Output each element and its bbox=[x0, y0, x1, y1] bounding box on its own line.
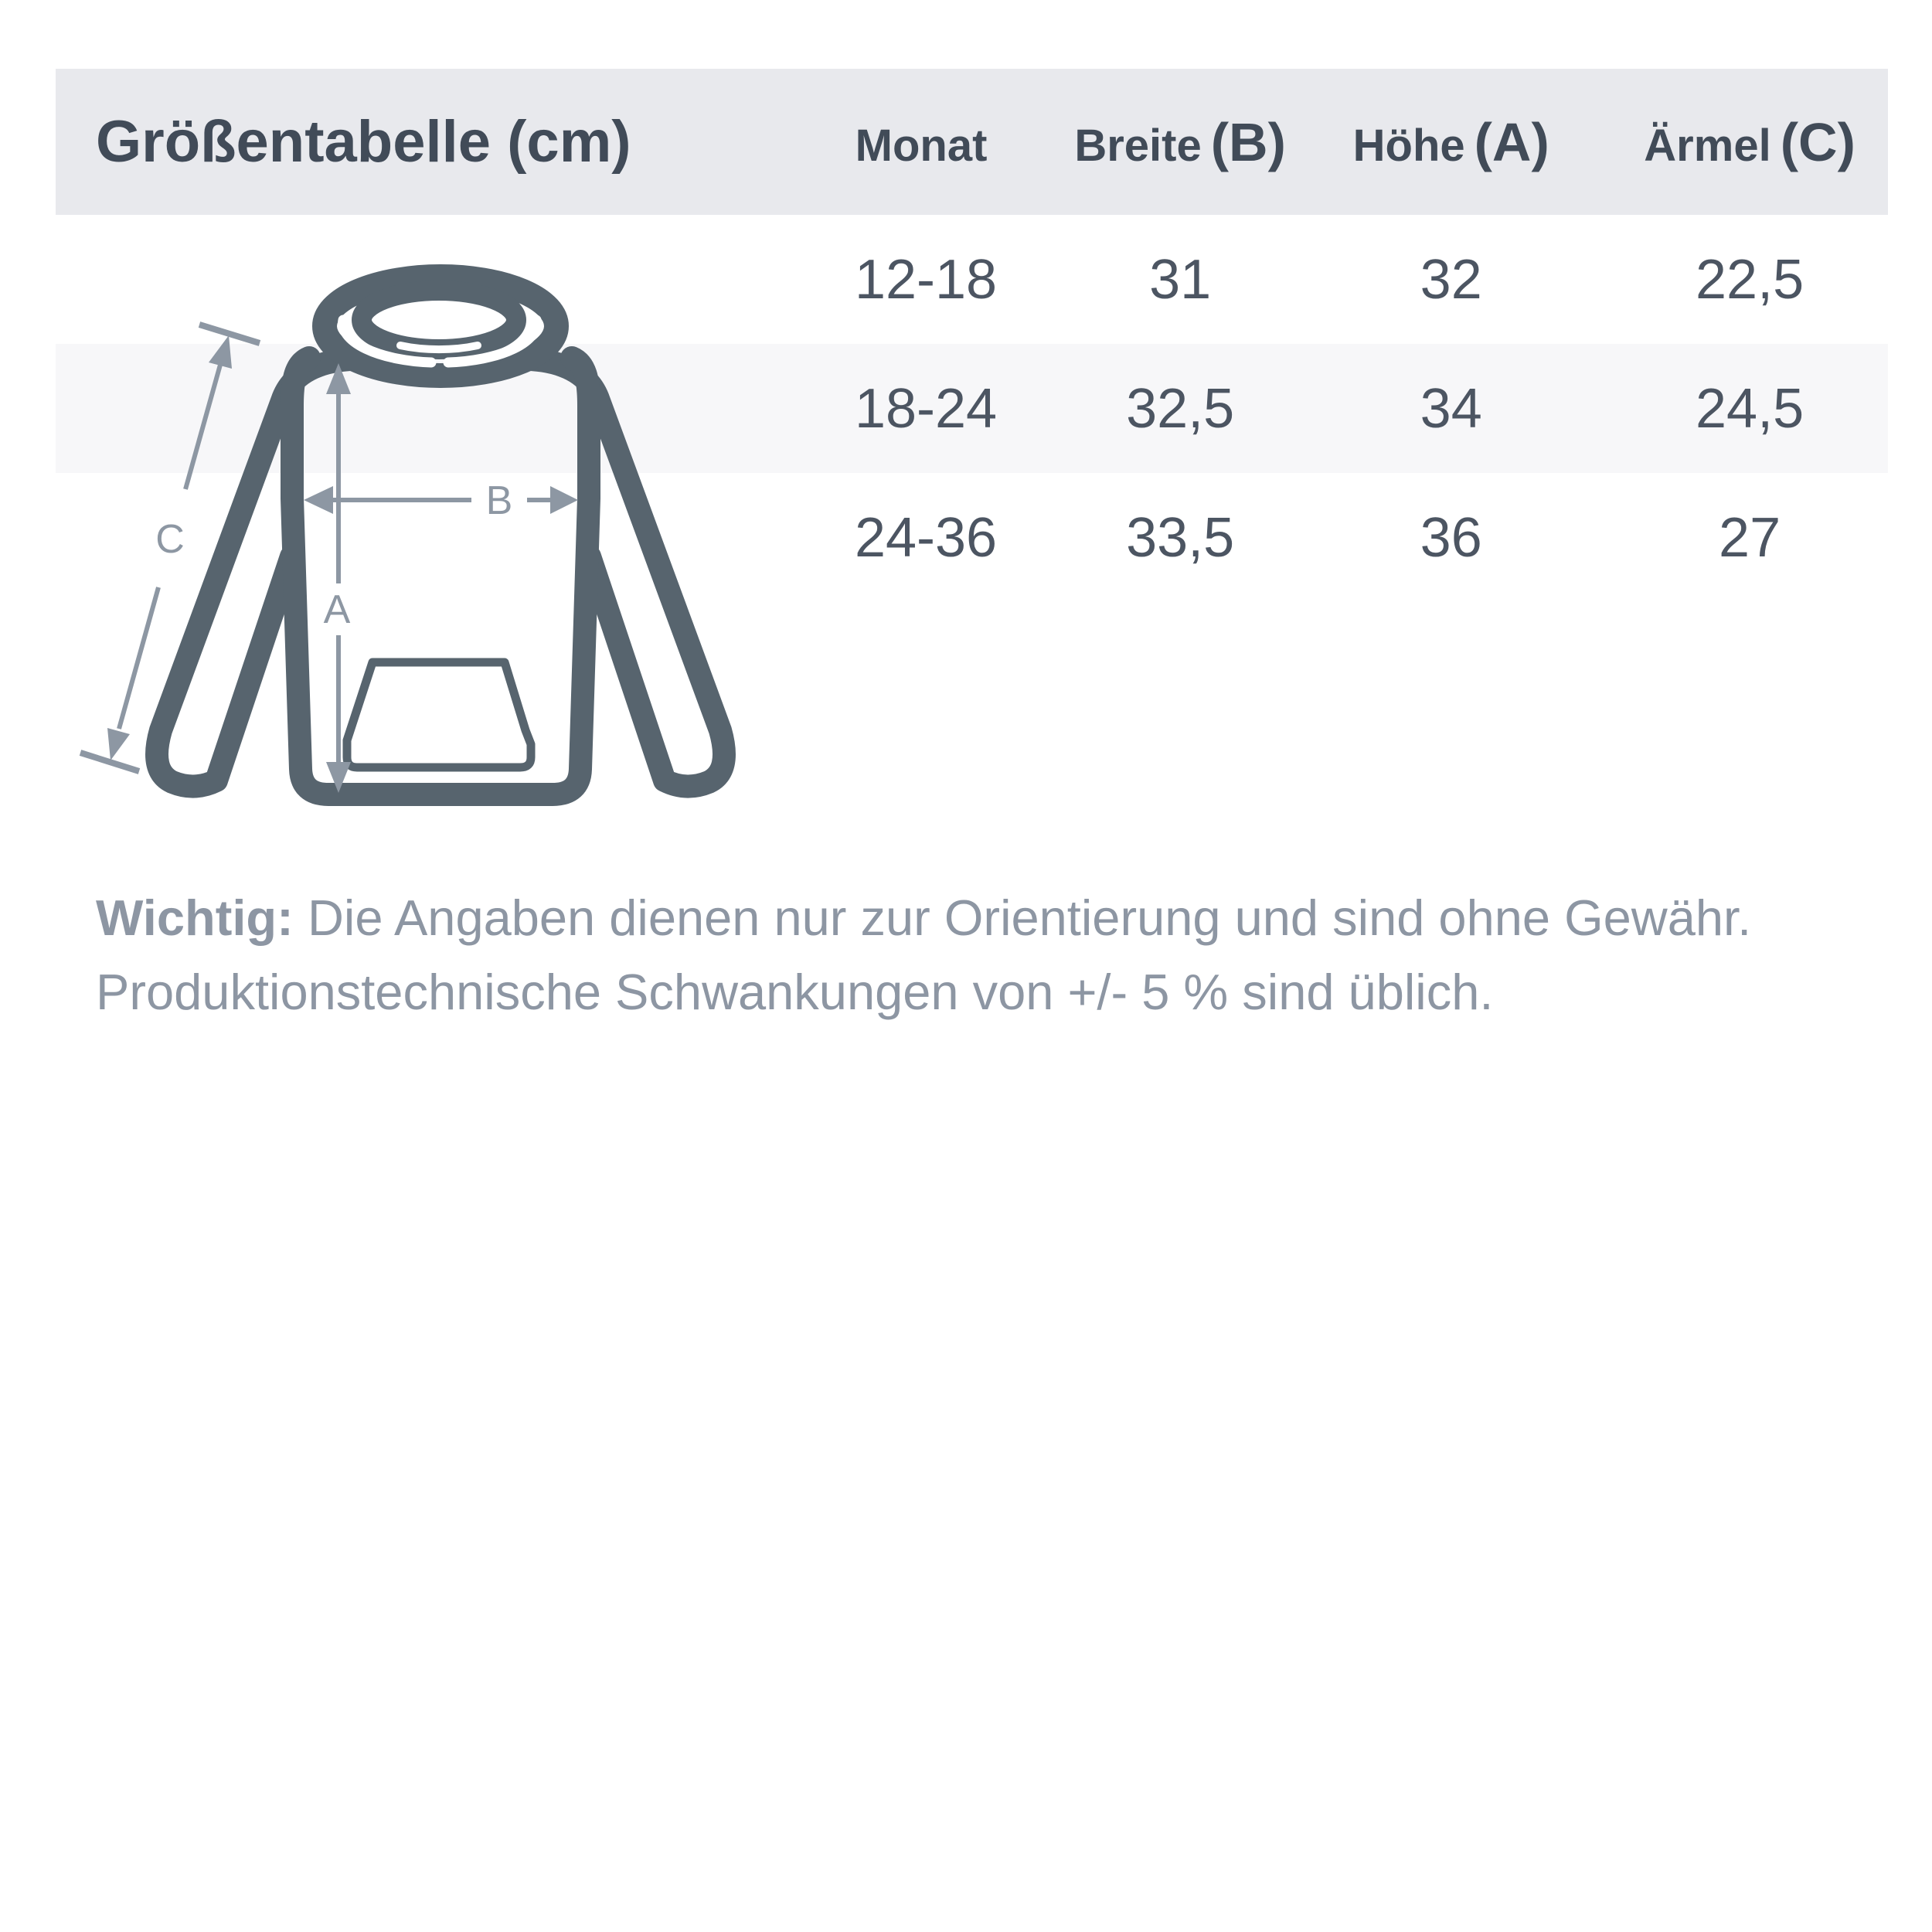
cell-monat: 12-18 bbox=[854, 248, 998, 311]
hoodie-hood-outer-ring bbox=[312, 264, 569, 388]
table-row-columns: 24-36 33,5 36 27 bbox=[782, 473, 1888, 602]
disclaimer-lead: Wichtig: bbox=[96, 889, 294, 946]
table-row-columns: 18-24 32,5 34 24,5 bbox=[782, 344, 1888, 473]
cell-hoehe: 34 bbox=[1420, 377, 1482, 440]
disclaimer-line-2: Produktionstechnische Schwankungen von +… bbox=[96, 964, 1493, 1020]
table-row-columns: 12-18 31 32 22,5 bbox=[782, 215, 1888, 344]
disclaimer-line-1: Wichtig: Die Angaben dienen nur zur Orien… bbox=[96, 889, 1751, 946]
column-header-label: Monat bbox=[855, 120, 988, 171]
measurement-label-b: B bbox=[486, 478, 513, 523]
column-header-label: Ärmel bbox=[1644, 120, 1771, 171]
disclaimer-text-1: Die Angaben dienen nur zur Orientierung … bbox=[307, 889, 1752, 946]
column-header-aermel: Ärmel (C) bbox=[1644, 111, 1855, 173]
measurement-label-c: C bbox=[155, 517, 185, 562]
measurement-arrow-c: C bbox=[79, 321, 261, 774]
disclaimer-note: Wichtig: Die Angaben dienen nur zur Orien… bbox=[96, 881, 1927, 1029]
column-header-label: Höhe bbox=[1352, 120, 1465, 171]
cell-hoehe: 32 bbox=[1420, 248, 1482, 311]
hoodie-left-sleeve bbox=[145, 347, 406, 798]
table-header-columns: Monat Breite (B) Höhe (A) Ärmel (C) bbox=[782, 69, 1888, 215]
hoodie-torso bbox=[281, 346, 600, 806]
hoodie-measurement-diagram: A B C bbox=[79, 264, 736, 806]
cell-breite: 32,5 bbox=[1126, 377, 1235, 440]
column-header-letter: (A) bbox=[1474, 111, 1549, 172]
table-row: 12-18 31 32 22,5 bbox=[56, 215, 1888, 344]
cell-aermel: 22,5 bbox=[1696, 248, 1804, 311]
hoodie-hood-inner-ring bbox=[352, 281, 526, 359]
column-header-letter: (C) bbox=[1780, 111, 1855, 172]
table-row: 24-36 33,5 36 27 bbox=[56, 473, 1888, 602]
page-title: Größentabelle (cm) bbox=[96, 109, 631, 175]
measurement-arrow-a: A bbox=[324, 363, 351, 793]
column-header-label: Breite bbox=[1074, 120, 1202, 171]
cell-monat: 18-24 bbox=[854, 377, 998, 440]
hoodie-right-sleeve bbox=[475, 347, 736, 798]
column-header-breite: Breite (B) bbox=[1074, 111, 1286, 173]
table-header-bar: Größentabelle (cm) Monat Breite (B) Höhe(… bbox=[56, 69, 1888, 215]
hoodie-pocket bbox=[342, 658, 536, 772]
cell-monat: 24-36 bbox=[854, 506, 998, 569]
cell-breite: 33,5 bbox=[1126, 506, 1235, 569]
cell-hoehe: 36 bbox=[1420, 506, 1482, 569]
column-header-hoehe: Höhe (A) bbox=[1353, 111, 1549, 173]
hood-fold-highlight bbox=[396, 342, 481, 354]
cell-aermel: 24,5 bbox=[1696, 377, 1804, 440]
hood-fold-highlight bbox=[443, 315, 542, 368]
cell-breite: 31 bbox=[1149, 248, 1212, 311]
measurement-label-a: A bbox=[324, 587, 351, 632]
measurement-arrow-b: B bbox=[304, 478, 578, 523]
cell-aermel: 27 bbox=[1719, 506, 1781, 569]
column-header-monat: Monat bbox=[855, 111, 997, 173]
column-header-letter: (B) bbox=[1210, 111, 1286, 172]
disclaimer-text-2: Produktionstechnische Schwankungen von +… bbox=[96, 964, 1494, 1020]
hood-fold-highlight bbox=[338, 315, 437, 368]
